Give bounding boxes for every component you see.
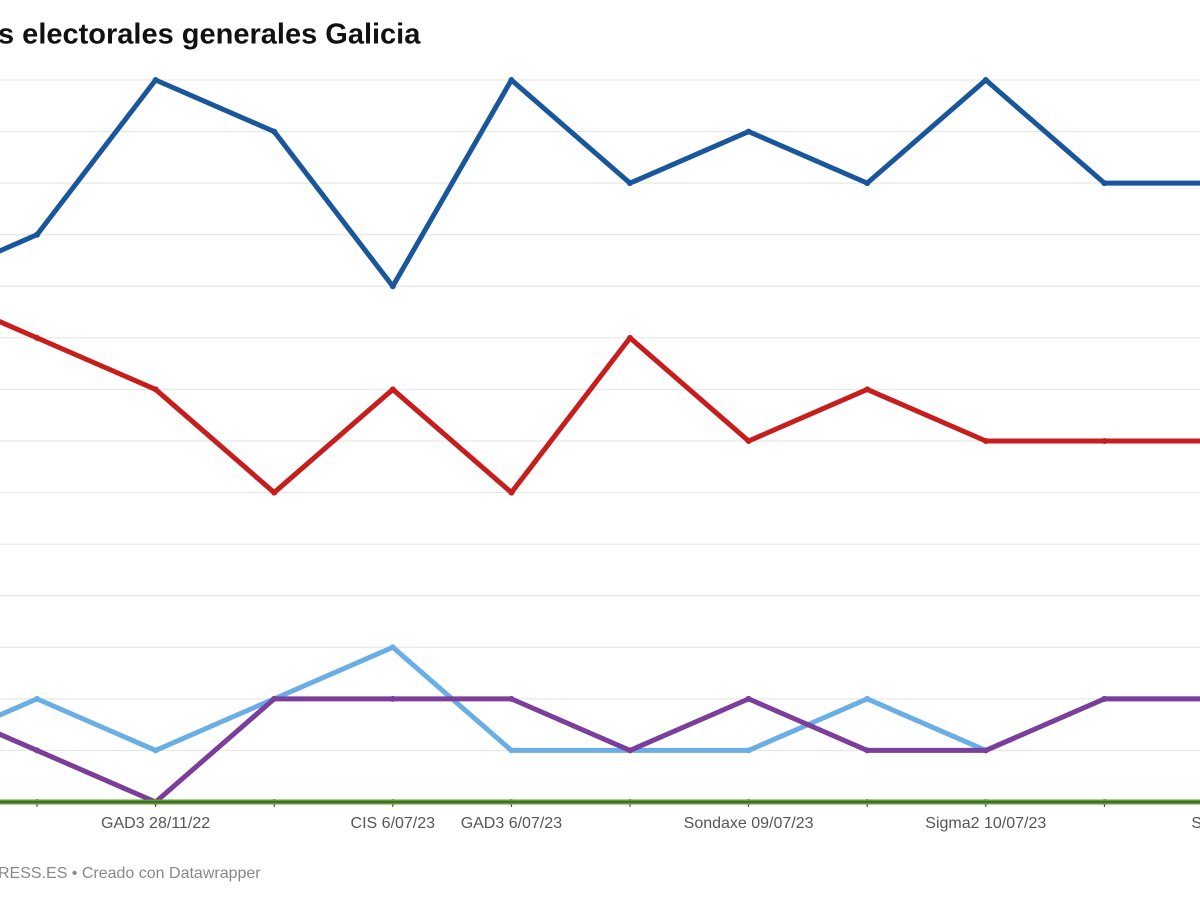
point (152, 747, 159, 754)
point (982, 77, 989, 83)
x-tick-label: Sondaxe 09/07/23 (684, 815, 814, 832)
point (389, 695, 396, 702)
point (864, 695, 871, 702)
footer: RESS.ES • Creado con Datawrapper (0, 865, 261, 882)
point (982, 747, 989, 754)
point (745, 695, 752, 702)
point (508, 77, 515, 83)
point (745, 128, 752, 135)
series-line (0, 696, 1200, 805)
point (1101, 438, 1108, 444)
point (271, 128, 278, 135)
chart-title: s electorales generales Galicia (0, 19, 421, 51)
x-tick-label: Sigma2 10/07/23 (925, 815, 1046, 832)
point (152, 386, 159, 393)
point (34, 747, 40, 754)
point (271, 489, 278, 496)
point (508, 489, 515, 496)
series-line (0, 77, 1200, 289)
point (627, 334, 633, 341)
point (508, 747, 515, 754)
x-tick-label: GAD3 6/07/23 (461, 815, 563, 832)
point (627, 747, 633, 754)
point (627, 180, 633, 187)
point (864, 747, 871, 754)
point (389, 644, 396, 651)
point (508, 695, 515, 702)
point (864, 386, 871, 393)
point (34, 695, 40, 702)
series-line (0, 319, 1200, 496)
point (1101, 695, 1108, 702)
x-tick-label: GAD3 28/11/22 (101, 815, 210, 832)
point (271, 695, 278, 702)
x-tick-label: Sondaxe (1191, 815, 1200, 832)
x-tick-label: CIS 6/07/23 (351, 815, 436, 832)
point (1101, 180, 1108, 187)
point (745, 747, 752, 754)
point (152, 77, 159, 83)
point (34, 231, 40, 238)
point (864, 180, 871, 187)
point (745, 438, 752, 444)
point (34, 334, 40, 341)
point (389, 386, 396, 393)
point (982, 438, 989, 444)
point (389, 283, 396, 290)
